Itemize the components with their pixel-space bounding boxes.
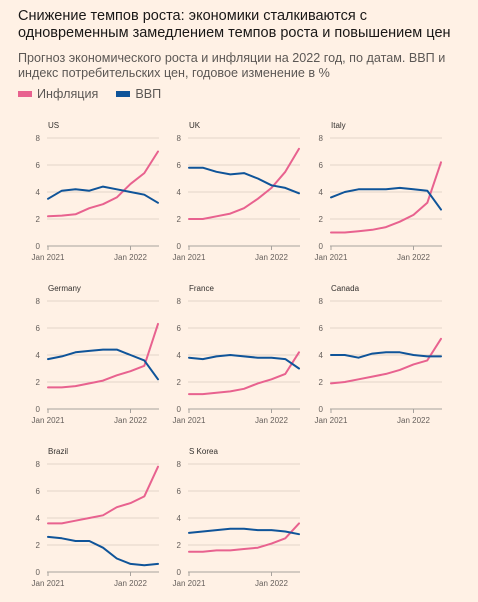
inflation-line-brazil (47, 465, 159, 525)
legend-item-gdp: ВВП (116, 87, 161, 101)
y-tick-label-germany: 0 (36, 405, 41, 414)
y-tick-label-brazil: 8 (36, 460, 41, 469)
legend: Инфляция ВВП (18, 85, 179, 103)
y-tick-label-us: 4 (36, 188, 41, 197)
x-tick-label-uk: Jan 2022 (255, 253, 288, 262)
y-tick-label-us: 8 (36, 134, 41, 143)
y-tick-label-us: 0 (36, 242, 41, 251)
y-tick-label-s-korea: 2 (177, 541, 182, 550)
x-tick-label-s-korea: Jan 2021 (173, 579, 206, 588)
y-tick-label-germany: 8 (36, 297, 41, 306)
y-tick-label-canada: 0 (319, 405, 324, 414)
y-tick-label-france: 4 (177, 351, 182, 360)
panel-title-france: France (189, 284, 214, 293)
y-tick-label-s-korea: 6 (177, 487, 182, 496)
x-tick-label-us: Jan 2022 (114, 253, 147, 262)
gdp-line-canada (330, 351, 442, 359)
x-tick-label-canada: Jan 2021 (315, 416, 348, 425)
y-tick-label-us: 2 (36, 215, 41, 224)
y-tick-label-germany: 2 (36, 378, 41, 387)
inflation-line-us (47, 150, 159, 218)
gdp-line-germany (47, 348, 159, 381)
y-tick-label-brazil: 0 (36, 568, 41, 577)
y-tick-label-us: 6 (36, 161, 41, 170)
gdp-line-s-korea (188, 527, 300, 536)
y-tick-label-canada: 8 (319, 297, 324, 306)
legend-label-gdp: ВВП (135, 87, 162, 101)
chart-title: Снижение темпов роста: экономики сталкив… (18, 8, 451, 41)
legend-label-inflation: Инфляция (37, 87, 99, 101)
panel-title-us: US (48, 121, 59, 130)
y-tick-label-italy: 6 (319, 161, 324, 170)
y-tick-label-uk: 8 (177, 134, 182, 143)
x-tick-label-brazil: Jan 2022 (114, 579, 147, 588)
y-tick-label-brazil: 2 (36, 541, 41, 550)
x-tick-label-italy: Jan 2021 (315, 253, 348, 262)
gdp-line-brazil (47, 535, 159, 567)
y-tick-label-s-korea: 8 (177, 460, 182, 469)
y-tick-label-brazil: 6 (36, 487, 41, 496)
inflation-line-uk (188, 147, 300, 220)
y-tick-label-s-korea: 0 (177, 568, 182, 577)
x-tick-label-france: Jan 2021 (173, 416, 206, 425)
gdp-line-france (188, 354, 300, 370)
x-tick-label-canada: Jan 2022 (397, 416, 430, 425)
y-tick-label-italy: 4 (319, 188, 324, 197)
legend-item-inflation: Инфляция (18, 87, 98, 101)
y-tick-label-canada: 4 (319, 351, 324, 360)
x-tick-label-france: Jan 2022 (255, 416, 288, 425)
x-tick-label-germany: Jan 2021 (32, 416, 65, 425)
y-tick-label-canada: 6 (319, 324, 324, 333)
inflation-line-france (188, 351, 300, 396)
gdp-line-italy (330, 186, 442, 211)
x-tick-label-uk: Jan 2021 (173, 253, 206, 262)
panel-title-italy: Italy (331, 121, 346, 130)
y-tick-label-germany: 6 (36, 324, 41, 333)
x-tick-label-italy: Jan 2022 (397, 253, 430, 262)
inflation-line-canada (330, 337, 442, 385)
inflation-swatch (18, 91, 32, 97)
gdp-line-us (47, 185, 159, 204)
panel-title-canada: Canada (331, 284, 360, 293)
y-tick-label-france: 0 (177, 405, 182, 414)
y-tick-label-uk: 4 (177, 188, 182, 197)
y-tick-label-france: 8 (177, 297, 182, 306)
x-tick-label-germany: Jan 2022 (114, 416, 147, 425)
inflation-line-s-korea (188, 522, 300, 553)
y-tick-label-s-korea: 4 (177, 514, 182, 523)
x-tick-label-brazil: Jan 2021 (32, 579, 65, 588)
panel-title-s-korea: S Korea (189, 447, 218, 456)
y-tick-label-france: 6 (177, 324, 182, 333)
y-tick-label-uk: 6 (177, 161, 182, 170)
inflation-line-germany (47, 322, 159, 389)
y-tick-label-brazil: 4 (36, 514, 41, 523)
panel-title-uk: UK (189, 121, 201, 130)
gdp-line-uk (188, 166, 300, 195)
x-tick-label-s-korea: Jan 2022 (255, 579, 288, 588)
x-tick-label-us: Jan 2021 (32, 253, 65, 262)
y-tick-label-italy: 8 (319, 134, 324, 143)
panel-title-brazil: Brazil (48, 447, 68, 456)
y-tick-label-germany: 4 (36, 351, 41, 360)
chart-subtitle: Прогноз экономического роста и инфляции … (18, 51, 446, 80)
y-tick-label-uk: 2 (177, 215, 182, 224)
y-tick-label-france: 2 (177, 378, 182, 387)
inflation-line-italy (330, 161, 442, 234)
panel-title-germany: Germany (48, 284, 81, 293)
y-tick-label-italy: 2 (319, 215, 324, 224)
gdp-swatch (116, 91, 131, 97)
y-tick-label-canada: 2 (319, 378, 324, 387)
y-tick-label-uk: 0 (177, 242, 182, 251)
y-tick-label-italy: 0 (319, 242, 324, 251)
